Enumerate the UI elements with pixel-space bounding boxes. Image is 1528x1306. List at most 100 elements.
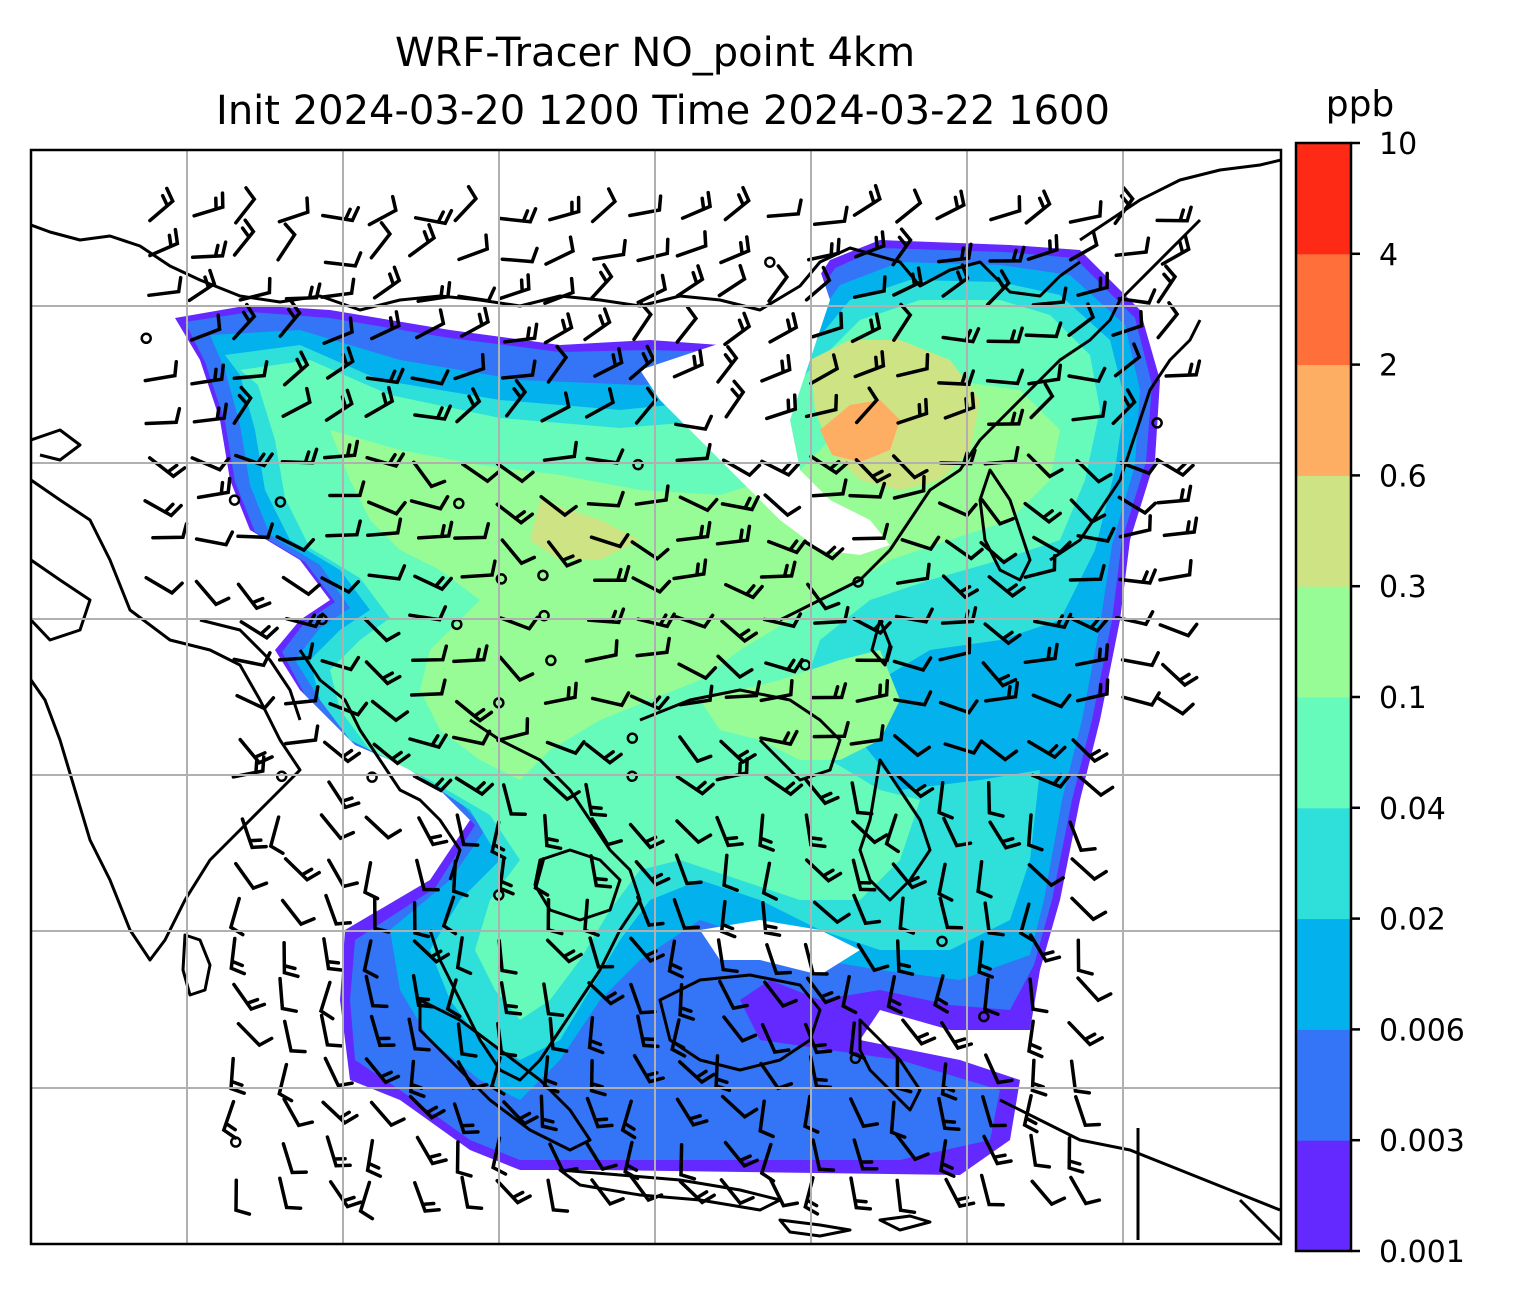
wind-barb [944,1177,976,1209]
wind-barb [1076,773,1115,798]
calm-marker [275,770,288,783]
wind-barb [1027,863,1065,888]
map-panel [31,150,1281,1244]
wind-barb [722,1015,758,1043]
wind-barb [546,540,582,568]
wind-barb [677,1060,716,1085]
wind-barb [981,1095,1007,1128]
wind-barb [546,1178,570,1213]
wind-barb [1075,643,1110,667]
wind-barb [983,977,1000,1017]
wind-barb [498,207,538,224]
wind-barb [804,778,840,806]
wind-barb [410,369,450,386]
wind-barb [543,813,563,851]
wind-barb [677,662,718,681]
wind-barb [415,1135,448,1166]
wind-barb [281,1142,308,1175]
wind-barb [812,900,851,925]
wind-barb [1155,695,1195,716]
wind-barb [804,393,839,419]
calm-marker [366,771,378,783]
colorbar-band [1296,807,1351,920]
wind-barb [1071,738,1109,764]
wind-barb [979,739,1019,762]
wind-barb [548,195,581,222]
wind-barb [717,263,747,298]
wind-barb [1075,678,1110,703]
coastline-ne-asia [1079,158,1281,242]
wind-barb [500,359,537,380]
wind-barb [148,227,180,258]
wind-barb [1031,693,1072,709]
wind-barb [1076,938,1094,976]
wind-barb [411,973,435,1009]
colorbar-band [1296,143,1351,255]
wind-barb [461,462,500,484]
wind-barb [587,1015,605,1055]
calm-marker [799,659,811,671]
wind-barb [1069,1059,1092,1095]
wind-barb [675,264,705,298]
wind-barb [1156,264,1178,304]
wind-barb [849,1097,880,1129]
wind-barb [989,195,1022,222]
wind-barb [766,198,803,219]
colorbar-ticks: 0.001 0.003 0.006 0.02 0.04 0.1 0.3 0.6 2 4 10 [1351,127,1465,1270]
wind-barb [283,857,321,882]
wind-barb [670,1018,687,1058]
wind-barb [364,385,395,418]
wind-barb [232,302,257,341]
wind-barb [147,275,183,298]
wind-barb [412,460,447,489]
wind-barb [1018,902,1035,943]
wind-barb [232,385,253,425]
wind-barb [539,494,578,518]
calm-marker [140,332,152,345]
wind-barb [893,734,932,758]
wind-barb [667,939,684,979]
wind-barb [805,976,841,1005]
wind-barb [895,1178,917,1215]
coastline-north-asia [31,223,1081,312]
coastline-java [558,1168,782,1212]
wind-barb [1029,382,1055,420]
wind-barb [1156,484,1193,505]
wind-barb [896,562,931,585]
wind-barb [235,693,276,711]
colorbar-unit: ppb [1326,84,1395,125]
wind-barb [408,223,437,258]
wind-barb [672,349,704,379]
wind-barb [716,938,739,974]
wind-barb [278,976,298,1013]
wind-barb [585,1096,614,1129]
wind-barb [937,369,976,387]
wind-barb [369,221,393,260]
gridlines [31,150,1281,1244]
wind-barb [413,208,454,226]
wind-barbs [140,183,1202,1221]
wind-barb [413,574,453,592]
colorbar-tick-label: 0.001 [1379,1235,1465,1270]
wind-barb [718,979,749,1011]
wind-barb [151,522,189,540]
coastline-inland-c [199,618,302,721]
wind-barb [276,222,297,262]
wind-barb [1117,495,1157,516]
wind-barb [1027,363,1063,386]
wind-barb [853,350,886,379]
wind-barb [850,312,882,344]
wind-barb [363,617,401,643]
wind-barb [586,490,625,508]
wind-barb [584,782,608,818]
calm-marker [453,497,465,510]
field-gap-south [700,920,860,975]
wind-barb [589,854,613,889]
wind-barb [977,940,994,979]
wind-barb [804,265,832,302]
wind-barb [500,246,539,264]
wind-barb [238,276,272,302]
title-line-1: WRF-Tracer NO_point 4km [395,30,915,76]
wind-barb [976,859,993,899]
wind-barb [896,352,930,378]
